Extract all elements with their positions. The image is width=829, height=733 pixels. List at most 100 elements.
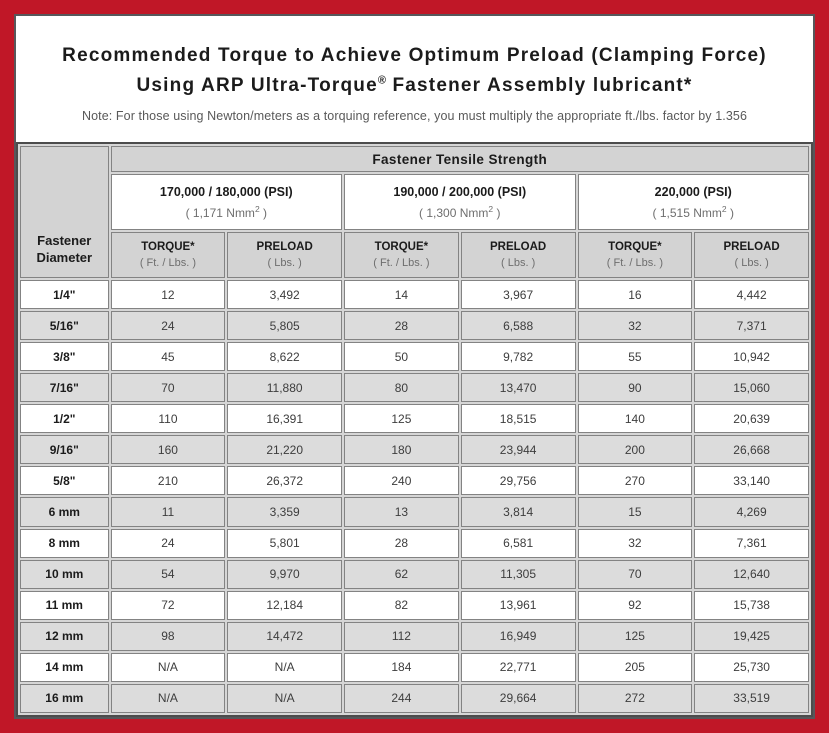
preload-value-cell: 26,668	[694, 435, 809, 465]
table-row: 10 mm 54 9,970 62 11,305 70 12,640	[20, 559, 809, 589]
preload-value-cell: 33,519	[694, 683, 809, 713]
diameter-cell: 1/2"	[20, 404, 109, 434]
torque-value-cell: 16	[577, 280, 693, 310]
torque-value-cell: 92	[577, 590, 693, 620]
table-row: 1/2" 110 16,391 125 18,515 140 20,639	[20, 404, 809, 434]
tensile-header-row: Fastener Diameter Fastener Tensile Stren…	[20, 146, 809, 278]
title-line-2-text: Using ARP Ultra-Torque	[136, 74, 378, 96]
column-header-row: TORQUE* ( Ft. / Lbs. ) PRELOAD ( Lbs. ) …	[20, 232, 809, 278]
torque-value-cell: 54	[110, 559, 226, 589]
torque-value-cell: 13	[344, 497, 459, 527]
page-title-line-2: Using ARP Ultra-Torque® Fastener Assembl…	[136, 71, 692, 100]
fastener-diameter-header-line-2: Diameter	[36, 250, 93, 266]
nmm-rating: ( 1,515 Nmm2 )	[652, 203, 734, 220]
preload-value-cell: 29,664	[460, 683, 576, 713]
torque-value-cell: 112	[344, 621, 459, 651]
preload-value-cell: 29,756	[460, 466, 576, 496]
table-row: 16 mm N/A N/A 244 29,664 272 33,519	[20, 683, 809, 713]
diameter-cell: 6 mm	[20, 497, 109, 527]
registered-mark-icon: ®	[377, 74, 386, 87]
preload-value-cell: 15,738	[694, 590, 809, 620]
preload-value-cell: 3,359	[227, 497, 343, 527]
table-row: 8 mm 24 5,801 28 6,581 32 7,361	[20, 528, 809, 558]
torque-column-header: TORQUE* ( Ft. / Lbs. )	[577, 232, 693, 278]
diameter-cell: 14 mm	[20, 652, 109, 682]
torque-value-cell: 70	[577, 559, 693, 589]
page-title-line-1: Recommended Torque to Achieve Optimum Pr…	[62, 45, 767, 67]
table-row: 11 mm 72 12,184 82 13,961 92 15,738	[20, 590, 809, 620]
torque-value-cell: 55	[577, 342, 693, 372]
torque-value-cell: 244	[344, 683, 459, 713]
psi-group-header-3: 220,000 (PSI) ( 1,515 Nmm2 )	[577, 174, 809, 230]
torque-table: Fastener Diameter Fastener Tensile Stren…	[16, 142, 813, 717]
torque-value-cell: 98	[110, 621, 226, 651]
table-row: 14 mm N/A N/A 184 22,771 205 25,730	[20, 652, 809, 682]
preload-value-cell: 20,639	[694, 404, 809, 434]
diameter-cell: 5/16"	[20, 311, 109, 341]
torque-value-cell: 90	[577, 373, 693, 403]
preload-value-cell: 19,425	[694, 621, 809, 651]
torque-value-cell: 12	[110, 280, 226, 310]
psi-rating: 170,000 / 180,000 (PSI)	[159, 184, 293, 199]
preload-value-cell: 14,472	[227, 621, 343, 651]
torque-value-cell: 240	[344, 466, 459, 496]
table-row: 5/16" 24 5,805 28 6,588 32 7,371	[20, 311, 809, 341]
preload-value-cell: 4,269	[694, 497, 809, 527]
preload-value-cell: 26,372	[227, 466, 343, 496]
torque-value-cell: 45	[110, 342, 226, 372]
preload-value-cell: 8,622	[227, 342, 343, 372]
torque-value-cell: 28	[344, 311, 459, 341]
torque-value-cell: 125	[344, 404, 459, 434]
torque-value-cell: 180	[344, 435, 459, 465]
table-body: 1/4" 12 3,492 14 3,967 16 4,442 5/16" 24…	[20, 280, 809, 713]
torque-value-cell: 270	[577, 466, 693, 496]
torque-value-cell: 32	[577, 311, 693, 341]
preload-value-cell: 4,442	[694, 280, 809, 310]
preload-column-header: PRELOAD ( Lbs. )	[227, 232, 343, 278]
nmm-rating: ( 1,300 Nmm2 )	[419, 203, 501, 220]
table-row: 3/8" 45 8,622 50 9,782 55 10,942	[20, 342, 809, 372]
torque-column-header: TORQUE* ( Ft. / Lbs. )	[344, 232, 459, 278]
torque-value-cell: 14	[344, 280, 459, 310]
preload-value-cell: 22,771	[460, 652, 576, 682]
torque-value-cell: 15	[577, 497, 693, 527]
torque-value-cell: 72	[110, 590, 226, 620]
torque-value-cell: 24	[110, 311, 226, 341]
psi-rating: 220,000 (PSI)	[654, 184, 732, 199]
diameter-cell: 7/16"	[20, 373, 109, 403]
torque-value-cell: 184	[344, 652, 459, 682]
content-panel: Recommended Torque to Achieve Optimum Pr…	[14, 14, 815, 719]
preload-value-cell: 16,391	[227, 404, 343, 434]
table-row: 6 mm 11 3,359 13 3,814 15 4,269	[20, 497, 809, 527]
torque-value-cell: 24	[110, 528, 226, 558]
preload-value-cell: 5,801	[227, 528, 343, 558]
torque-value-cell: N/A	[110, 652, 226, 682]
title-line-2-text-after: Fastener Assembly lubricant*	[385, 74, 693, 96]
table-row: 12 mm 98 14,472 112 16,949 125 19,425	[20, 621, 809, 651]
diameter-cell: 9/16"	[20, 435, 109, 465]
preload-value-cell: 13,470	[460, 373, 576, 403]
torque-value-cell: 70	[110, 373, 226, 403]
preload-value-cell: 10,942	[694, 342, 809, 372]
preload-value-cell: 9,782	[460, 342, 576, 372]
psi-group-header-1: 170,000 / 180,000 (PSI) ( 1,171 Nmm2 )	[110, 174, 343, 230]
torque-table-wrap: Fastener Diameter Fastener Tensile Stren…	[16, 142, 813, 717]
torque-value-cell: 28	[344, 528, 459, 558]
diameter-cell: 16 mm	[20, 683, 109, 713]
torque-value-cell: N/A	[110, 683, 226, 713]
nmm-rating: ( 1,171 Nmm2 )	[185, 203, 268, 220]
torque-value-cell: 205	[577, 652, 693, 682]
preload-value-cell: 6,581	[460, 528, 576, 558]
torque-value-cell: 140	[577, 404, 693, 434]
diameter-cell: 1/4"	[20, 280, 109, 310]
torque-value-cell: 272	[577, 683, 693, 713]
preload-value-cell: 12,184	[227, 590, 343, 620]
torque-value-cell: 80	[344, 373, 459, 403]
torque-value-cell: 11	[110, 497, 226, 527]
preload-value-cell: 7,361	[694, 528, 809, 558]
torque-value-cell: 210	[110, 466, 226, 496]
preload-value-cell: 3,814	[460, 497, 576, 527]
torque-value-cell: 62	[344, 559, 459, 589]
diameter-cell: 8 mm	[20, 528, 109, 558]
